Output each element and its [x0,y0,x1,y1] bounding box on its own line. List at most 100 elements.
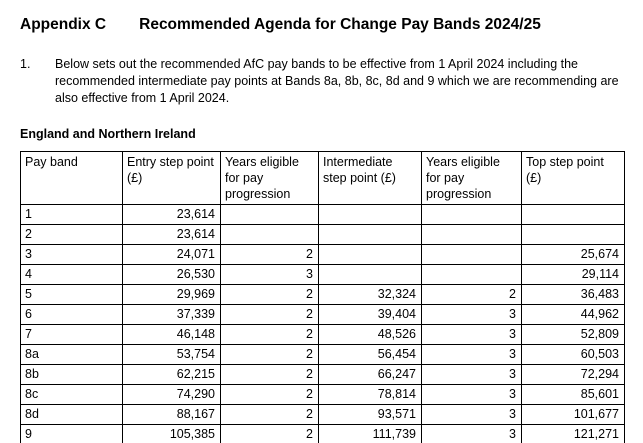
table-cell: 32,324 [318,283,422,305]
table-cell [318,263,422,285]
table-row: 4 26,530 3 29,114 [20,263,625,285]
table-cell: 2 [20,223,123,245]
page-title: Appendix C Recommended Agenda for Change … [20,16,624,35]
table-cell [521,203,625,225]
table-cell: 3 [421,423,522,443]
table-cell: 29,969 [122,283,221,305]
table-cell: 93,571 [318,403,422,425]
table-row: 1 23,614 [20,203,625,225]
table-cell: 25,674 [521,243,625,265]
table-cell: 1 [20,203,123,225]
table-row: 8d 88,167 2 93,571 3 101,677 [20,403,625,425]
table-cell: 29,114 [521,263,625,285]
table-cell: 2 [220,303,319,325]
table-cell: 7 [20,323,123,345]
header-row: Pay band Entry step point (£) Years elig… [20,150,625,205]
table-row: 6 37,339 2 39,404 3 44,962 [20,303,625,325]
table-cell [521,223,625,245]
table-cell [421,263,522,285]
table-cell: 24,071 [122,243,221,265]
table-cell: 72,294 [521,363,625,385]
table-cell: 105,385 [122,423,221,443]
table-cell: 5 [20,283,123,305]
table-cell: 2 [220,363,319,385]
table-cell: 62,215 [122,363,221,385]
table-cell [318,203,422,225]
table-cell [421,223,522,245]
table-cell: 88,167 [122,403,221,425]
paragraph-text: Below sets out the recommended AfC pay b… [55,56,619,105]
pay-bands-table: Pay band Entry step point (£) Years elig… [20,150,625,443]
table-cell: 78,814 [318,383,422,405]
table-cell: 2 [220,283,319,305]
table-cell: 37,339 [122,303,221,325]
header-top-step-point: Top step point (£) [521,150,625,205]
table-cell: 3 [20,243,123,265]
table-cell: 48,526 [318,323,422,345]
list-number: 1. [20,56,31,71]
table-cell: 66,247 [318,363,422,385]
title-text: Recommended Agenda for Change Pay Bands … [139,16,541,33]
table-cell: 6 [20,303,123,325]
table-cell: 2 [220,383,319,405]
table-row: 9 105,385 2 111,739 3 121,271 [20,423,625,443]
table-cell: 2 [220,343,319,365]
table-cell: 2 [220,323,319,345]
table-cell: 2 [220,403,319,425]
table-cell: 3 [421,383,522,405]
table-cell: 4 [20,263,123,285]
header-years-eligible-entry: Years eligible for pay progression [220,150,319,205]
table-cell [318,223,422,245]
table-cell: 52,809 [521,323,625,345]
header-pay-band: Pay band [20,150,123,205]
table-cell: 39,404 [318,303,422,325]
table-cell: 2 [421,283,522,305]
table-cell: 60,503 [521,343,625,365]
table-cell [421,203,522,225]
table-cell: 8b [20,363,123,385]
table-row: 5 29,969 2 32,324 2 36,483 [20,283,625,305]
table-cell: 56,454 [318,343,422,365]
header-years-eligible-intermediate: Years eligible for pay progression [421,150,522,205]
table-cell: 3 [421,323,522,345]
table-cell: 74,290 [122,383,221,405]
region-heading: England and Northern Ireland [20,126,196,141]
table-cell: 8c [20,383,123,405]
table-cell: 3 [421,303,522,325]
table-cell: 26,530 [122,263,221,285]
table-cell: 3 [421,363,522,385]
table-cell: 8a [20,343,123,365]
table-cell: 23,614 [122,223,221,245]
table-cell: 9 [20,423,123,443]
table-header: Pay band Entry step point (£) Years elig… [20,150,625,205]
table-cell: 2 [220,243,319,265]
table-cell [220,203,319,225]
appendix-label: Appendix C [20,16,107,33]
table-row: 8a 53,754 2 56,454 3 60,503 [20,343,625,365]
table-cell [421,243,522,265]
table-cell: 36,483 [521,283,625,305]
table-cell: 121,271 [521,423,625,443]
table-cell [318,243,422,265]
table-cell: 3 [421,343,522,365]
table-row: 8c 74,290 2 78,814 3 85,601 [20,383,625,405]
header-intermediate-step-point: Intermediate step point (£) [318,150,422,205]
table-row: 2 23,614 [20,223,625,245]
table-row: 8b 62,215 2 66,247 3 72,294 [20,363,625,385]
paragraph-1: 1. Below sets out the recommended AfC pa… [20,56,624,107]
table-cell: 46,148 [122,323,221,345]
table-cell: 85,601 [521,383,625,405]
table-cell: 3 [220,263,319,285]
table-cell: 8d [20,403,123,425]
table-cell: 111,739 [318,423,422,443]
table-row: 7 46,148 2 48,526 3 52,809 [20,323,625,345]
header-entry-step-point: Entry step point (£) [122,150,221,205]
table-cell [220,223,319,245]
table-row: 3 24,071 2 25,674 [20,243,625,265]
table-cell: 2 [220,423,319,443]
pay-table-body: 1 23,614 2 23,614 3 24,071 2 25,674 4 26,530 3 29,1… [20,203,625,443]
table-cell: 101,677 [521,403,625,425]
table-cell: 44,962 [521,303,625,325]
table-cell: 23,614 [122,203,221,225]
